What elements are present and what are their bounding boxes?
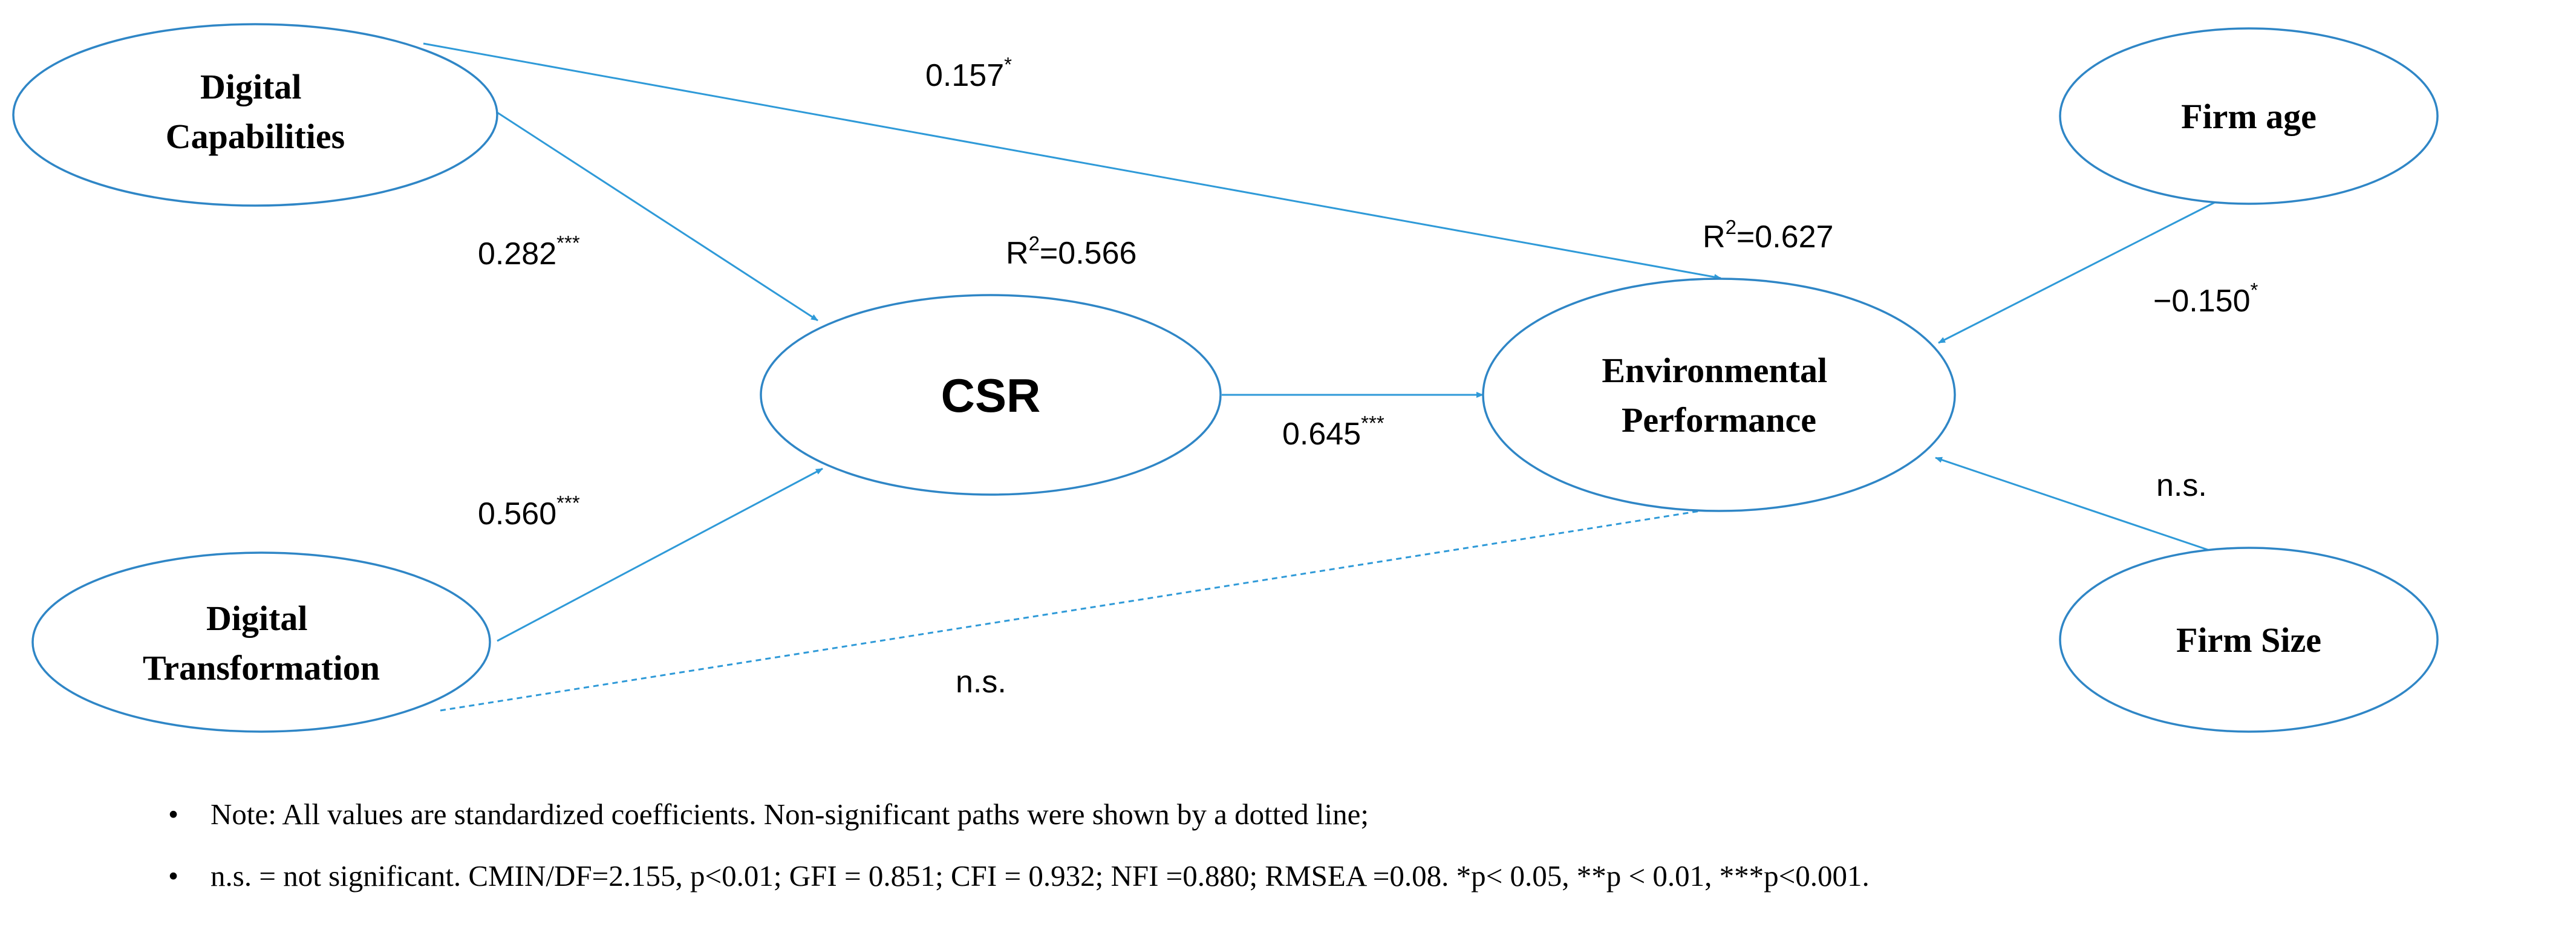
node-digital-capabilities-line2: Capabilities <box>166 117 345 156</box>
svg-text:Environmental Performanc: Environmental Performance <box>1602 351 1836 440</box>
node-csr-label: CSR <box>941 369 1041 422</box>
path-size-to-ep <box>1935 457 2246 564</box>
path-dt-to-ep <box>440 508 1712 712</box>
path-dc-to-ep <box>423 42 1721 280</box>
path-dt-to-csr <box>497 467 823 642</box>
coef-dt-to-ep: n.s. <box>956 665 1006 700</box>
node-ep-line1: Environmental <box>1602 351 1827 390</box>
node-ep-line2: Performance <box>1622 400 1816 440</box>
node-digital-transformation-line2: Transformation <box>143 648 380 688</box>
node-digital-transformation-line1: Digital <box>206 599 308 638</box>
note-bullet: • <box>168 859 179 892</box>
node-firm-age-label: Firm age <box>2181 97 2317 136</box>
coef-dc-to-ep: 0.157* <box>925 53 1012 93</box>
note-bullet: • <box>168 798 179 831</box>
node-csr: CSR <box>760 294 1222 496</box>
coef-age-to-ep: −0.150* <box>2153 279 2258 319</box>
r-squared-ep: R2=0.627 <box>1703 216 1833 255</box>
node-digital-transformation: Digital Transformation <box>31 551 491 733</box>
node-firm-age: Firm age <box>2059 27 2439 205</box>
path-dc-to-csr <box>497 111 818 322</box>
coef-size-to-ep: n.s. <box>2156 468 2207 503</box>
coef-dc-to-csr: 0.282*** <box>478 232 580 271</box>
node-environmental-performance: Environmental Performance <box>1482 278 1956 512</box>
path-age-to-ep <box>1938 197 2223 344</box>
node-digital-capabilities: Digital Capabilities <box>12 23 498 207</box>
svg-text:Digital Capabilities: Digital Capabilities <box>166 67 345 156</box>
node-firm-size-label: Firm Size <box>2176 620 2321 660</box>
node-digital-capabilities-line1: Digital <box>200 67 302 106</box>
coef-csr-to-ep: 0.645*** <box>1282 412 1384 452</box>
node-firm-size: Firm Size <box>2059 547 2439 733</box>
note-text-2: n.s. = not significant. CMIN/DF=2.155, p… <box>210 859 1870 892</box>
coef-dt-to-csr: 0.560*** <box>478 492 580 532</box>
r-squared-csr: R2=0.566 <box>1006 232 1136 271</box>
sem-path-diagram: Digital Capabilities Digital Transformat… <box>12 23 2439 733</box>
svg-text:Digital Transformation: Digital Transformation <box>143 599 380 688</box>
note-text-1: Note: All values are standardized coeffi… <box>210 798 1369 831</box>
